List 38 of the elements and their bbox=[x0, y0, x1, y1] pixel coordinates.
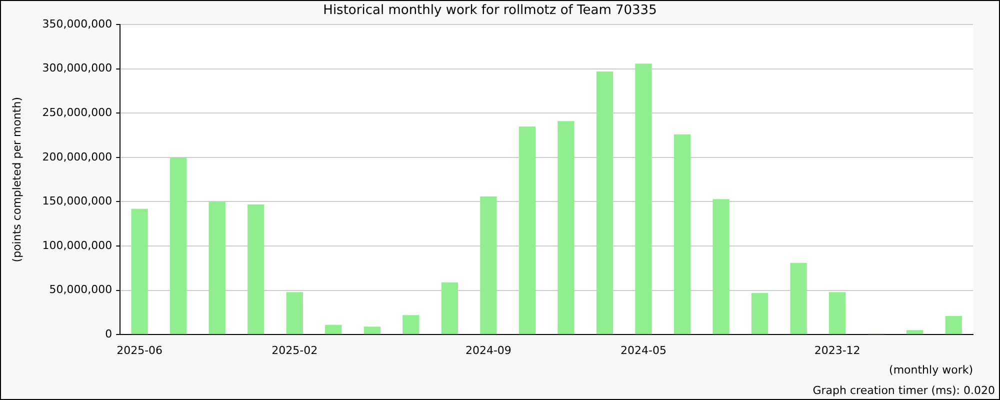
bar bbox=[364, 326, 380, 334]
x-tick-label: 2024-09 bbox=[465, 344, 512, 358]
bar bbox=[208, 202, 226, 334]
y-tick-label: 300,000,000 bbox=[42, 62, 112, 75]
x-axis-title: (monthly work) bbox=[889, 363, 973, 376]
bar bbox=[286, 292, 303, 334]
x-tick-label: 2024-05 bbox=[620, 344, 666, 358]
x-tick-label: 2025-06 bbox=[116, 344, 163, 358]
bar bbox=[325, 324, 342, 334]
chart-title: Historical monthly work for rollmotz of Team 70335 bbox=[323, 3, 657, 18]
y-tick-label: 200,000,000 bbox=[42, 150, 112, 164]
bar bbox=[790, 262, 807, 334]
y-tick-label: 0 bbox=[105, 327, 112, 340]
x-tick-label: 2025-02 bbox=[272, 344, 318, 358]
bar bbox=[441, 282, 458, 334]
bar bbox=[674, 134, 691, 334]
bar bbox=[170, 157, 187, 334]
bar bbox=[906, 330, 924, 334]
bar bbox=[480, 196, 497, 334]
y-tick-label: 150,000,000 bbox=[42, 194, 112, 208]
bar bbox=[828, 292, 846, 334]
text: Graph creation timer (ms): 0.020 bbox=[812, 384, 995, 397]
bar bbox=[248, 204, 264, 334]
y-axis-title: (points completed per month) bbox=[10, 97, 24, 262]
x-tick-label: 2023-12 bbox=[814, 344, 860, 358]
bar bbox=[131, 208, 148, 334]
bar bbox=[596, 72, 614, 334]
bar bbox=[558, 121, 574, 334]
bar bbox=[635, 64, 652, 334]
bar bbox=[518, 126, 536, 334]
y-tick-label: 50,000,000 bbox=[49, 283, 112, 296]
bar bbox=[402, 315, 420, 334]
bar bbox=[751, 292, 768, 334]
bar bbox=[945, 316, 962, 334]
y-tick-label: 350,000,000 bbox=[42, 17, 112, 30]
y-tick-label: 100,000,000 bbox=[42, 238, 112, 252]
bar bbox=[712, 199, 730, 334]
y-tick-label: 250,000,000 bbox=[42, 106, 112, 120]
